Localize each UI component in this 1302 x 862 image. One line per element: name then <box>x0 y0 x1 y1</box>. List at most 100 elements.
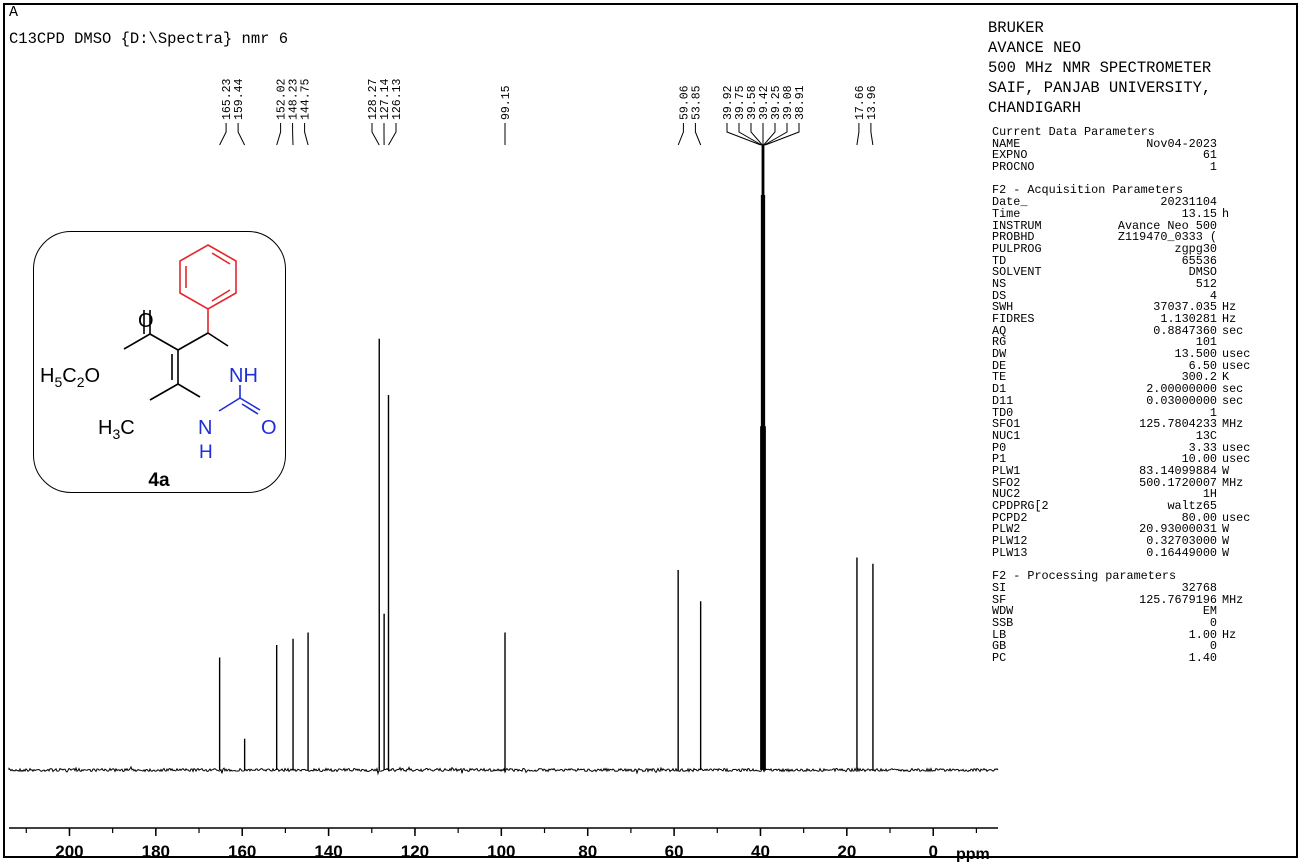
peak-label: 39.75 <box>734 85 747 120</box>
instrument-line-4: SAIF, PANJAB UNIVERSITY, <box>988 79 1212 97</box>
spectrum-trace <box>8 145 999 776</box>
acq-param-p1: P1 10.00 usec <box>992 452 1292 467</box>
axis-unit-label: ppm <box>956 846 990 862</box>
param-key: SF <box>992 592 1007 607</box>
param-key: SOLVENT <box>992 265 1042 280</box>
peak-label: 39.25 <box>770 85 783 120</box>
instrument-line-3: 500 MHz NMR SPECTROMETER <box>988 59 1212 77</box>
param-key: SFO2 <box>992 475 1021 490</box>
peak-leader <box>304 123 309 146</box>
param-unit: K <box>1222 370 1230 385</box>
param-key: D11 <box>992 393 1014 408</box>
current-param-procno: PROCNO 1 <box>992 160 1292 175</box>
param-unit: usec <box>1222 510 1251 525</box>
current-param-name: NAME Nov04-2023 <box>992 136 1292 151</box>
param-key: DS <box>992 288 1007 303</box>
param-key: TE <box>992 370 1007 385</box>
acq-param-ds: DS 4 <box>992 288 1292 303</box>
page-border <box>3 3 1298 858</box>
param-value: waltz65 <box>1167 499 1217 513</box>
peak-leader <box>765 123 800 146</box>
param-value: 2.00000000 <box>1146 382 1217 397</box>
param-key: PLW13 <box>992 545 1028 560</box>
param-value: 0.32703000 <box>1146 534 1217 549</box>
param-key: SWH <box>992 300 1014 315</box>
param-value: 13.15 <box>1181 206 1217 221</box>
peak-leader <box>750 123 763 146</box>
peak-label: 38.91 <box>794 85 807 120</box>
acq-param-aq: AQ 0.8847360 sec <box>992 323 1292 338</box>
param-value: 1 <box>1209 160 1217 175</box>
acq-param-fidres: FIDRES 1.130281 Hz <box>992 312 1292 326</box>
peak-label: 165.23 <box>221 78 234 120</box>
param-key: AQ <box>992 323 1007 338</box>
peak-leader <box>237 123 246 146</box>
acq-param-plw2: PLW2 20.93000031 W <box>992 524 1292 536</box>
peak-leader <box>870 123 874 146</box>
param-key: SFO1 <box>992 417 1021 432</box>
param-value: 61 <box>1202 148 1217 163</box>
param-unit: Hz <box>1222 300 1237 315</box>
axis-tick-label: 160 <box>228 842 256 861</box>
acq-param-td0: TD0 1 <box>992 405 1292 420</box>
peak-label: 53.85 <box>690 85 703 120</box>
axis-tick-label: 180 <box>142 842 170 861</box>
acq-param-p0: P0 3.33 usec <box>992 442 1292 455</box>
param-unit: Hz <box>1222 312 1237 326</box>
acq-param-de: DE 6.50 usec <box>992 358 1292 373</box>
axis-tick-label: 0 <box>928 842 937 861</box>
param-key: CPDPRG[2 <box>992 499 1049 513</box>
axis-tick-label: 140 <box>314 842 342 861</box>
acq-param-plw1: PLW1 83.14099884 W <box>992 463 1292 478</box>
acq-param-td: TD 65536 <box>992 255 1292 268</box>
instrument-line-2: AVANCE NEO <box>988 39 1082 57</box>
param-value: Nov04-2023 <box>1146 136 1217 151</box>
param-value: 20.93000031 <box>1139 522 1217 537</box>
ppm-axis: 200 180 160 140 120 100 80 60 40 20 0 ppm <box>9 827 998 862</box>
axis-tick-label: 20 <box>837 842 856 861</box>
instrument-line-5: CHANDIGARH <box>988 99 1082 117</box>
param-value: DMSO <box>1188 265 1217 280</box>
param-key: DE <box>992 358 1007 373</box>
param-value: 10.00 <box>1181 452 1217 467</box>
param-value: 1.40 <box>1188 650 1217 665</box>
param-key: Date_ <box>992 195 1028 210</box>
acq-param-d11: D11 0.03000000 sec <box>992 393 1292 408</box>
baseline-noise <box>8 765 999 776</box>
peak-leader <box>371 123 380 146</box>
param-unit: sec <box>1222 382 1244 397</box>
param-value: 83.14099884 <box>1139 463 1217 478</box>
peak-label: 127.14 <box>379 78 392 120</box>
acq-param-cpdprg2: CPDPRG[2 waltz65 <box>992 499 1292 513</box>
axis-tick-label: 40 <box>751 842 770 861</box>
current-param-expno: EXPNO 61 <box>992 150 1292 162</box>
param-value: 125.7679196 <box>1139 592 1217 607</box>
param-key: TD0 <box>992 405 1014 420</box>
acq-param-date: Date_ 20231104 <box>992 195 1292 210</box>
acq-param-nuc2: NUC2 1H <box>992 489 1292 501</box>
current-params-title: Current Data Parameters <box>992 125 1155 139</box>
axis-tick-label: 100 <box>487 842 515 861</box>
peak-label: 39.92 <box>722 85 735 120</box>
param-key: PC <box>992 650 1007 665</box>
param-value: 125.7804233 <box>1139 417 1217 432</box>
param-unit: sec <box>1222 393 1244 408</box>
acq-param-probhd: PROBHD Z119470_0333 ( <box>992 231 1292 244</box>
proc-param-si: SI 32768 <box>992 582 1292 595</box>
param-value: 512 <box>1195 276 1217 291</box>
acq-param-instrum: INSTRUM Avance Neo 500 <box>992 220 1292 233</box>
axis-tick-label: 80 <box>578 842 597 861</box>
param-key: D1 <box>992 382 1007 397</box>
peak-leader <box>738 123 762 146</box>
param-value: 6.50 <box>1188 358 1217 373</box>
param-value: 13.500 <box>1174 347 1217 362</box>
peak-label: 99.15 <box>500 85 513 120</box>
axis-tick-label: 200 <box>55 842 83 861</box>
param-key: GB <box>992 639 1007 654</box>
processing-params-title: F2 - Processing parameters <box>992 569 1177 584</box>
acq-param-ns: NS 512 <box>992 276 1292 291</box>
param-key: P1 <box>992 452 1007 467</box>
peak-label: 159.44 <box>233 78 246 120</box>
param-unit: MHz <box>1222 417 1244 432</box>
peak-leader <box>856 123 860 146</box>
